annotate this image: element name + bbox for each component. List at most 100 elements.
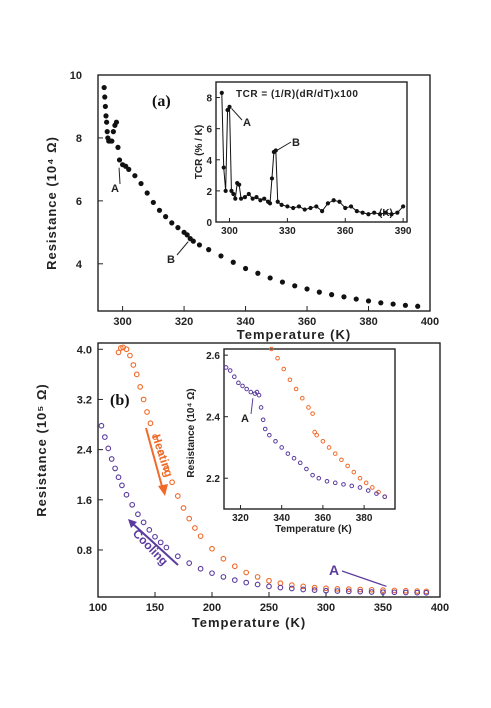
inset-point-cooling <box>273 439 278 444</box>
tcr-point <box>360 210 365 215</box>
x-axis-label: Temperature (K) <box>192 615 306 630</box>
y-axis-label: Resistance (10⁵ Ω) <box>34 383 49 517</box>
tcr-point <box>225 107 230 113</box>
x-tick-label: 380 <box>356 513 373 524</box>
x-tick-label: 360 <box>337 226 354 237</box>
y-tick-label: 6 <box>206 125 212 136</box>
panel-label-b: (b) <box>110 392 130 409</box>
x-tick-label: 360 <box>298 316 316 328</box>
data-point-heating <box>115 349 122 356</box>
data-point-heating <box>163 465 170 472</box>
inset-x-axis-label: Temperature (K) <box>275 524 352 535</box>
data-point-heating <box>288 582 295 588</box>
data-point-heating <box>254 574 261 580</box>
tcr-point <box>269 176 275 181</box>
tcr-point <box>273 148 278 153</box>
data-point <box>110 129 116 135</box>
tcr-point <box>331 198 336 203</box>
data-point-cooling <box>323 587 329 594</box>
heating-arrowhead <box>158 484 168 496</box>
data-point-heating <box>323 585 329 592</box>
tcr-point <box>343 205 348 211</box>
data-point-heating <box>152 434 158 440</box>
tcr-point <box>389 212 394 217</box>
data-point-cooling <box>119 482 125 489</box>
tcr-point <box>221 165 226 170</box>
data-point-cooling <box>311 587 318 593</box>
inset-point-heating <box>310 411 315 416</box>
tcr-point <box>237 182 242 187</box>
inset-point-cooling <box>324 479 330 484</box>
y-tick-label: 4.0 <box>77 344 92 356</box>
data-point-cooling <box>163 544 170 551</box>
tcr-point <box>320 209 325 214</box>
data-point-heating <box>402 587 409 594</box>
y-tick-label: 8 <box>206 94 212 105</box>
tcr-point <box>302 207 307 212</box>
data-point <box>206 247 212 253</box>
data-point <box>230 259 236 265</box>
data-point <box>292 283 298 289</box>
data-point <box>390 301 396 307</box>
tcr-point <box>337 199 342 204</box>
inset-point-heating <box>339 457 344 463</box>
data-point <box>132 173 138 179</box>
data-point-heating <box>186 515 193 522</box>
data-point <box>402 302 409 308</box>
data-point-cooling <box>115 474 122 481</box>
inset-point-cooling <box>223 365 229 370</box>
data-point-heating <box>231 563 238 570</box>
tcr-point <box>233 196 238 201</box>
tcr-point <box>325 201 330 206</box>
data-point <box>175 225 181 231</box>
x-tick-label: 360 <box>315 513 332 524</box>
annotation-label-A: A <box>111 183 119 195</box>
annotation-arrow-B <box>176 241 189 256</box>
inset-y-axis-label: TCR (% / K) <box>194 125 205 179</box>
panel-b-inset: 320 340 360 380 2.2 2.4 2.6 Temperature (K) Resi… <box>186 346 396 535</box>
x-tick-label: 150 <box>146 602 164 614</box>
inset-point-cooling <box>382 494 387 499</box>
data-point-cooling <box>186 560 193 566</box>
data-point <box>242 265 249 272</box>
data-point <box>150 199 156 206</box>
data-point <box>115 144 121 150</box>
x-tick-label: 320 <box>232 513 249 524</box>
data-point-cooling <box>266 583 272 590</box>
data-point-cooling <box>334 588 341 594</box>
y-tick-label: 4 <box>206 156 212 167</box>
inset-point-cooling <box>349 483 355 489</box>
data-point-cooling <box>108 456 115 462</box>
data-point-heating <box>300 583 307 590</box>
data-point-heating <box>197 533 204 540</box>
inset-point-cooling <box>260 417 266 423</box>
tcr-point <box>401 204 406 209</box>
y-tick-label: 2 <box>206 187 212 198</box>
x-tick-label: 400 <box>431 602 449 614</box>
tcr-point <box>291 205 296 211</box>
data-point <box>255 270 261 276</box>
data-point-cooling <box>123 491 130 498</box>
annotation-arrow-A <box>341 570 387 587</box>
data-point-heating <box>380 587 386 593</box>
data-point-heating <box>243 569 250 576</box>
inset-point-cooling <box>316 475 322 481</box>
inset-point-heating <box>312 429 317 435</box>
data-point <box>267 275 273 281</box>
data-point <box>104 129 110 135</box>
y-tick-label: 6 <box>76 196 82 208</box>
data-point-cooling <box>277 584 284 591</box>
tcr-point <box>366 212 371 217</box>
inset-point-cooling <box>227 368 233 373</box>
data-point-cooling <box>345 588 352 595</box>
data-point-cooling <box>254 581 261 588</box>
data-point <box>138 180 144 187</box>
data-point <box>103 113 109 119</box>
data-point-heating <box>123 346 130 353</box>
x-tick-label: 350 <box>374 602 392 614</box>
y-tick-label: 2.4 <box>206 413 220 424</box>
data-point <box>196 242 203 248</box>
inset-point-cooling <box>232 374 237 379</box>
data-point-heating <box>140 396 147 403</box>
